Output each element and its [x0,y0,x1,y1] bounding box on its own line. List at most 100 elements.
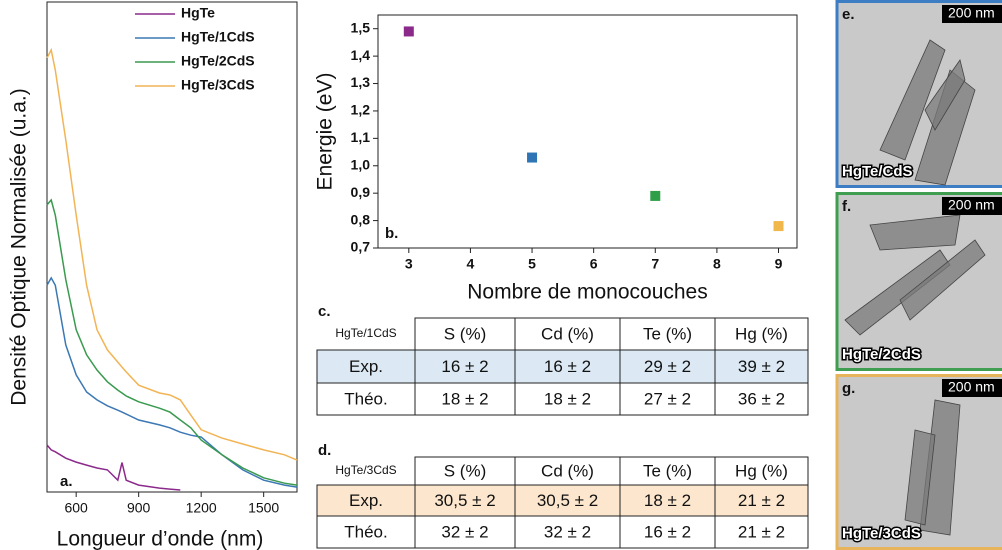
x-tick-label: 8 [713,256,721,272]
table-cell [414,349,516,384]
nanoplatelet [904,429,936,526]
table-value: 30,5 ± 2 [537,491,598,510]
nanoplatelet [924,59,966,131]
spectrum-line [46,198,298,486]
panel-label: b. [385,225,398,242]
panel-label: f. [842,198,851,215]
table-header: Cd (%) [541,324,594,343]
y-tick-label: 1,3 [351,74,371,90]
nanoplatelet [869,214,961,251]
legend-label: HgTe/1CdS [181,29,255,45]
table-value: 16 ± 2 [544,357,591,376]
y-axis-title: Energie (eV) [314,73,337,191]
sample-label: HgTe/3CdS [842,525,921,542]
table-header: S (%) [444,461,487,480]
table-value: Théo. [344,389,387,408]
scale-box [942,379,1002,397]
spectrum-line [46,444,181,491]
x-axis-title: Nombre de monocouches [467,281,707,304]
x-tick-label: 5 [528,256,536,272]
panel-label: g. [842,380,855,397]
scale-label: 200 nm [948,379,995,395]
y-tick-label: 0,9 [351,184,371,200]
table-value: 16 ± 2 [441,357,488,376]
table-value: 18 ± 2 [644,491,691,510]
spectrum-line [46,276,298,488]
table-cell [414,456,516,486]
table-cell [414,317,516,351]
table-cell [316,382,416,416]
scale-label: 200 nm [948,5,995,21]
legend-label: HgTe/2CdS [181,53,255,69]
table-value: 21 ± 2 [738,491,785,510]
table-cell [619,456,716,486]
plot-frame [46,1,298,493]
table-value: 30,5 ± 2 [434,491,495,510]
table-corner: HgTe/3CdS [335,463,396,477]
table-cell [316,515,416,549]
table-cell [316,484,416,517]
table-cell [619,515,716,549]
table-corner: HgTe/1CdS [335,326,396,340]
table-cell [714,515,809,549]
panel-label: c. [318,303,331,320]
data-point [403,26,414,37]
table-value: 21 ± 2 [738,522,785,541]
table-cell [514,349,621,384]
table-cell [714,484,809,517]
x-tick-label: 1500 [248,500,279,516]
table-value: 36 ± 2 [738,389,785,408]
sample-label: HgTe/2CdS [842,346,921,363]
x-tick-label: 1200 [186,500,217,516]
scale-box [942,197,1002,215]
table-value: 18 ± 2 [441,389,488,408]
legend-label: HgTe [181,5,215,21]
data-point [773,221,784,232]
table-value: 32 ± 2 [441,522,488,541]
y-tick-label: 0,7 [351,239,371,255]
table-cell [714,349,809,384]
table-header: Te (%) [643,324,692,343]
y-tick-label: 1,0 [351,156,371,172]
table-header: Hg (%) [735,461,788,480]
plot-frame [377,14,798,249]
table-value: 39 ± 2 [738,357,785,376]
x-axis-title: Longueur d’onde (nm) [57,528,264,550]
y-axis-title: Densité Optique Normalisée (u.a.) [8,88,31,405]
table-cell [514,382,621,416]
table-header: S (%) [444,324,487,343]
table-value: 27 ± 2 [644,389,691,408]
table-value: Théo. [344,522,387,541]
data-point [650,190,661,201]
y-tick-label: 1,2 [351,102,371,118]
y-tick-label: 1,4 [351,47,371,63]
y-tick-label: 0,8 [351,211,371,227]
y-tick-label: 1,1 [351,129,371,145]
x-tick-label: 600 [64,500,88,516]
scale-box [942,5,1002,23]
x-tick-label: 3 [405,256,413,272]
table-cell [714,317,809,351]
table-value: 32 ± 2 [544,522,591,541]
table-cell [514,484,621,517]
table-cell [514,515,621,549]
table-value: 16 ± 2 [644,522,691,541]
table-cell [414,382,516,416]
table-header: Cd (%) [541,461,594,480]
panel-label: e. [842,6,855,23]
x-tick-label: 6 [590,256,598,272]
spectrum-line [46,47,298,461]
nanoplatelet [879,39,946,161]
nanoplatelet [899,239,986,321]
x-tick-label: 900 [127,500,151,516]
table-cell [619,349,716,384]
x-tick-label: 4 [467,256,475,272]
x-tick-label: 9 [775,256,783,272]
table-header: Hg (%) [735,324,788,343]
sample-label: HgTe/CdS [842,163,913,180]
panel-label: a. [60,473,73,490]
panel-label: d. [318,442,331,459]
table-value: Exp. [349,357,383,376]
table-value: 29 ± 2 [644,357,691,376]
